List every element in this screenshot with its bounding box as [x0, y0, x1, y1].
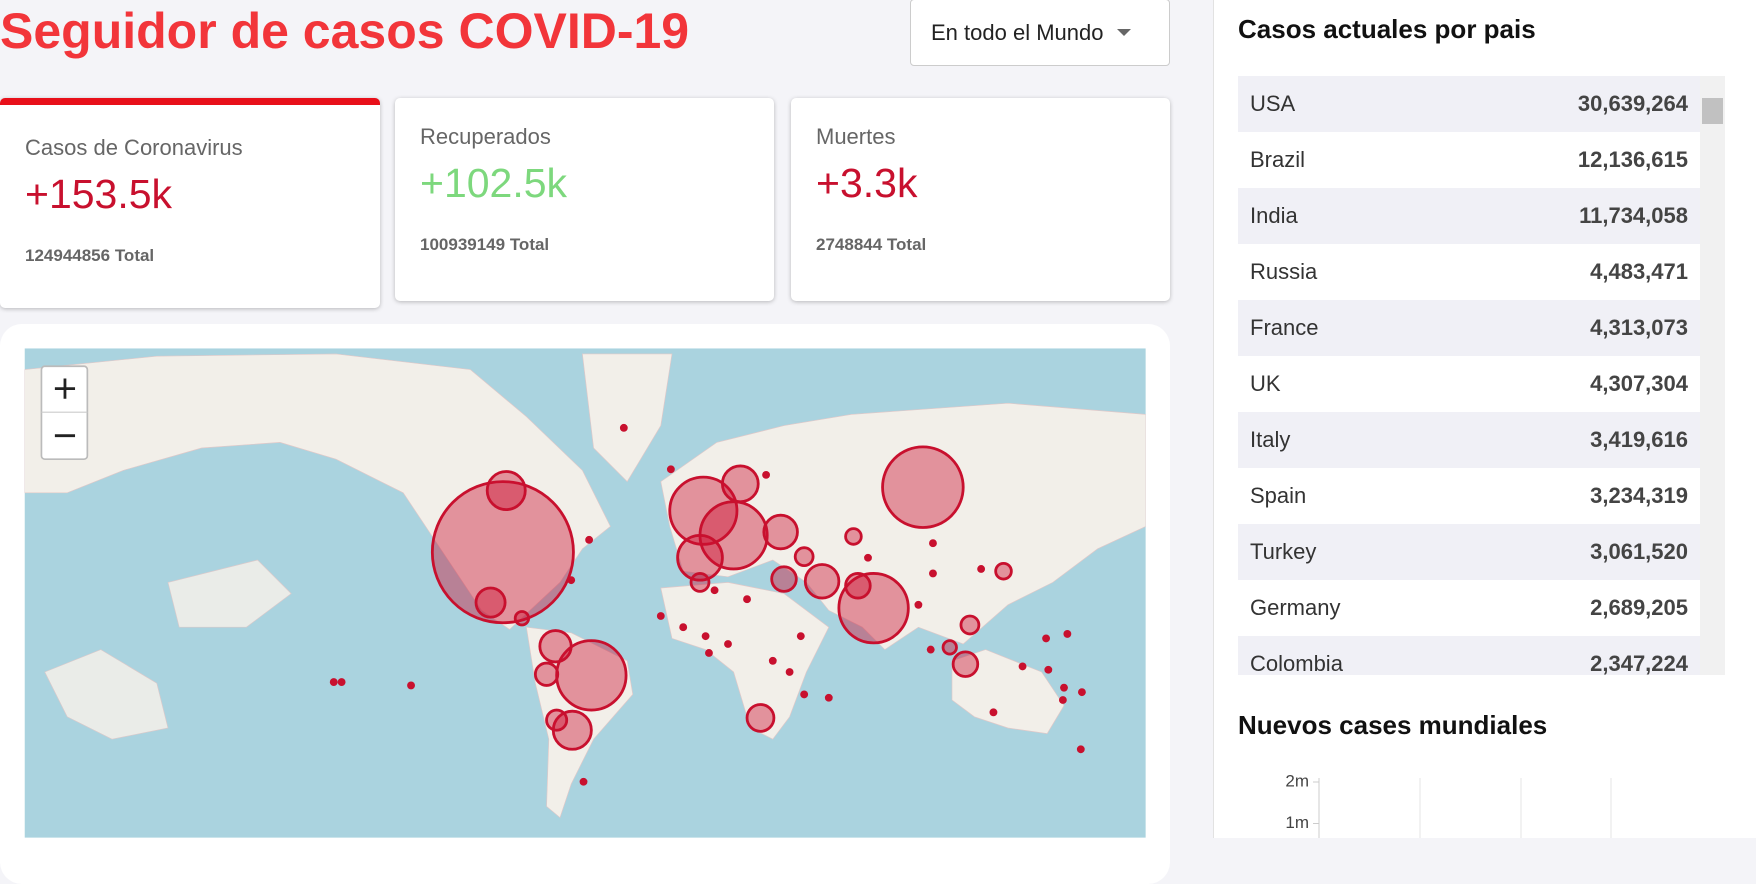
case-count: 2,689,205	[1590, 595, 1688, 620]
scroll-thumb[interactable]	[1702, 98, 1723, 124]
page-title: Seguidor de casos COVID-19	[0, 3, 690, 59]
dropdown-caret	[1117, 29, 1132, 36]
country-name: Russia	[1250, 259, 1318, 284]
country-name: Colombia	[1250, 651, 1343, 675]
country-name: USA	[1250, 91, 1296, 116]
zoom-in[interactable]	[54, 378, 76, 399]
card-label: Muertes	[816, 124, 896, 149]
case-count: 3,234,319	[1590, 483, 1688, 508]
y-tick-label: 1m	[1285, 813, 1309, 832]
country-row[interactable]: Italy 3,419,616	[1238, 412, 1700, 468]
case-count: 3,061,520	[1590, 539, 1688, 564]
country-name: Spain	[1250, 483, 1307, 508]
case-count: 4,307,304	[1590, 371, 1688, 396]
table-title: Casos actuales por pais	[1238, 14, 1536, 44]
card-delta: +153.5k	[25, 171, 173, 217]
country-row[interactable]: Spain 3,234,319	[1238, 468, 1700, 524]
country-name: France	[1250, 315, 1319, 340]
country-row[interactable]: Russia 4,483,471	[1238, 244, 1700, 300]
card-delta: +102.5k	[420, 160, 568, 206]
card-total: 124944856 Total	[25, 246, 155, 265]
zoom-control	[40, 365, 89, 461]
country-name: UK	[1250, 371, 1281, 396]
case-count: 30,639,264	[1577, 91, 1688, 116]
case-count: 4,313,073	[1590, 315, 1688, 340]
country-row[interactable]: India 11,734,058	[1238, 188, 1700, 244]
scrollbar[interactable]	[1700, 76, 1725, 675]
y-tick-label: 2m	[1285, 771, 1309, 790]
country-name: Brazil	[1250, 147, 1306, 172]
region-dropdown[interactable]: En todo el Mundo	[910, 0, 1170, 66]
country-row[interactable]: Brazil 12,136,615	[1238, 132, 1700, 188]
world-map[interactable]	[0, 0, 1170, 838]
country-row[interactable]: UK 4,307,304	[1238, 356, 1700, 412]
country-row[interactable]: Turkey 3,061,520	[1238, 524, 1700, 580]
new-cases-chart: 1m 2m	[1285, 771, 1612, 838]
card-total: 100939149 Total	[420, 235, 550, 254]
case-count: 4,483,471	[1590, 259, 1688, 284]
case-circles	[430, 445, 1013, 751]
stat-card[interactable]: Casos de Coronavirus +153.5k 124944856 T…	[0, 98, 380, 308]
country-name: Italy	[1250, 427, 1291, 452]
stat-card[interactable]: Recuperados +102.5k 100939149 Total	[395, 98, 774, 301]
card-delta: +3.3k	[816, 160, 918, 206]
case-dots	[329, 423, 1086, 786]
country-name: India	[1250, 203, 1298, 228]
card-label: Recuperados	[420, 124, 551, 149]
chart-title: Nuevos cases mundiales	[1238, 710, 1548, 740]
country-row[interactable]: Germany 2,689,205	[1238, 580, 1700, 636]
card-total: 2748844 Total	[816, 235, 927, 254]
country-row[interactable]: USA 30,639,264	[1238, 76, 1700, 132]
case-count: 2,347,224	[1590, 651, 1688, 675]
card-label: Casos de Coronavirus	[25, 135, 243, 160]
case-count: 11,734,058	[1579, 203, 1688, 228]
stat-card[interactable]: Muertes +3.3k 2748844 Total	[791, 98, 1170, 301]
country-row[interactable]: France 4,313,073	[1238, 300, 1700, 356]
case-count: 3,419,616	[1590, 427, 1688, 452]
country-name: Turkey	[1250, 539, 1317, 564]
country-table[interactable]: USA 30,639,264 Brazil 12,136,615 India 11,734…	[1238, 76, 1700, 675]
country-row[interactable]: Colombia 2,347,224	[1238, 636, 1700, 675]
dropdown-label: En todo el Mundo	[931, 19, 1104, 45]
country-name: Germany	[1250, 595, 1341, 620]
case-count: 12,136,615	[1577, 147, 1688, 172]
land	[24, 353, 1146, 819]
